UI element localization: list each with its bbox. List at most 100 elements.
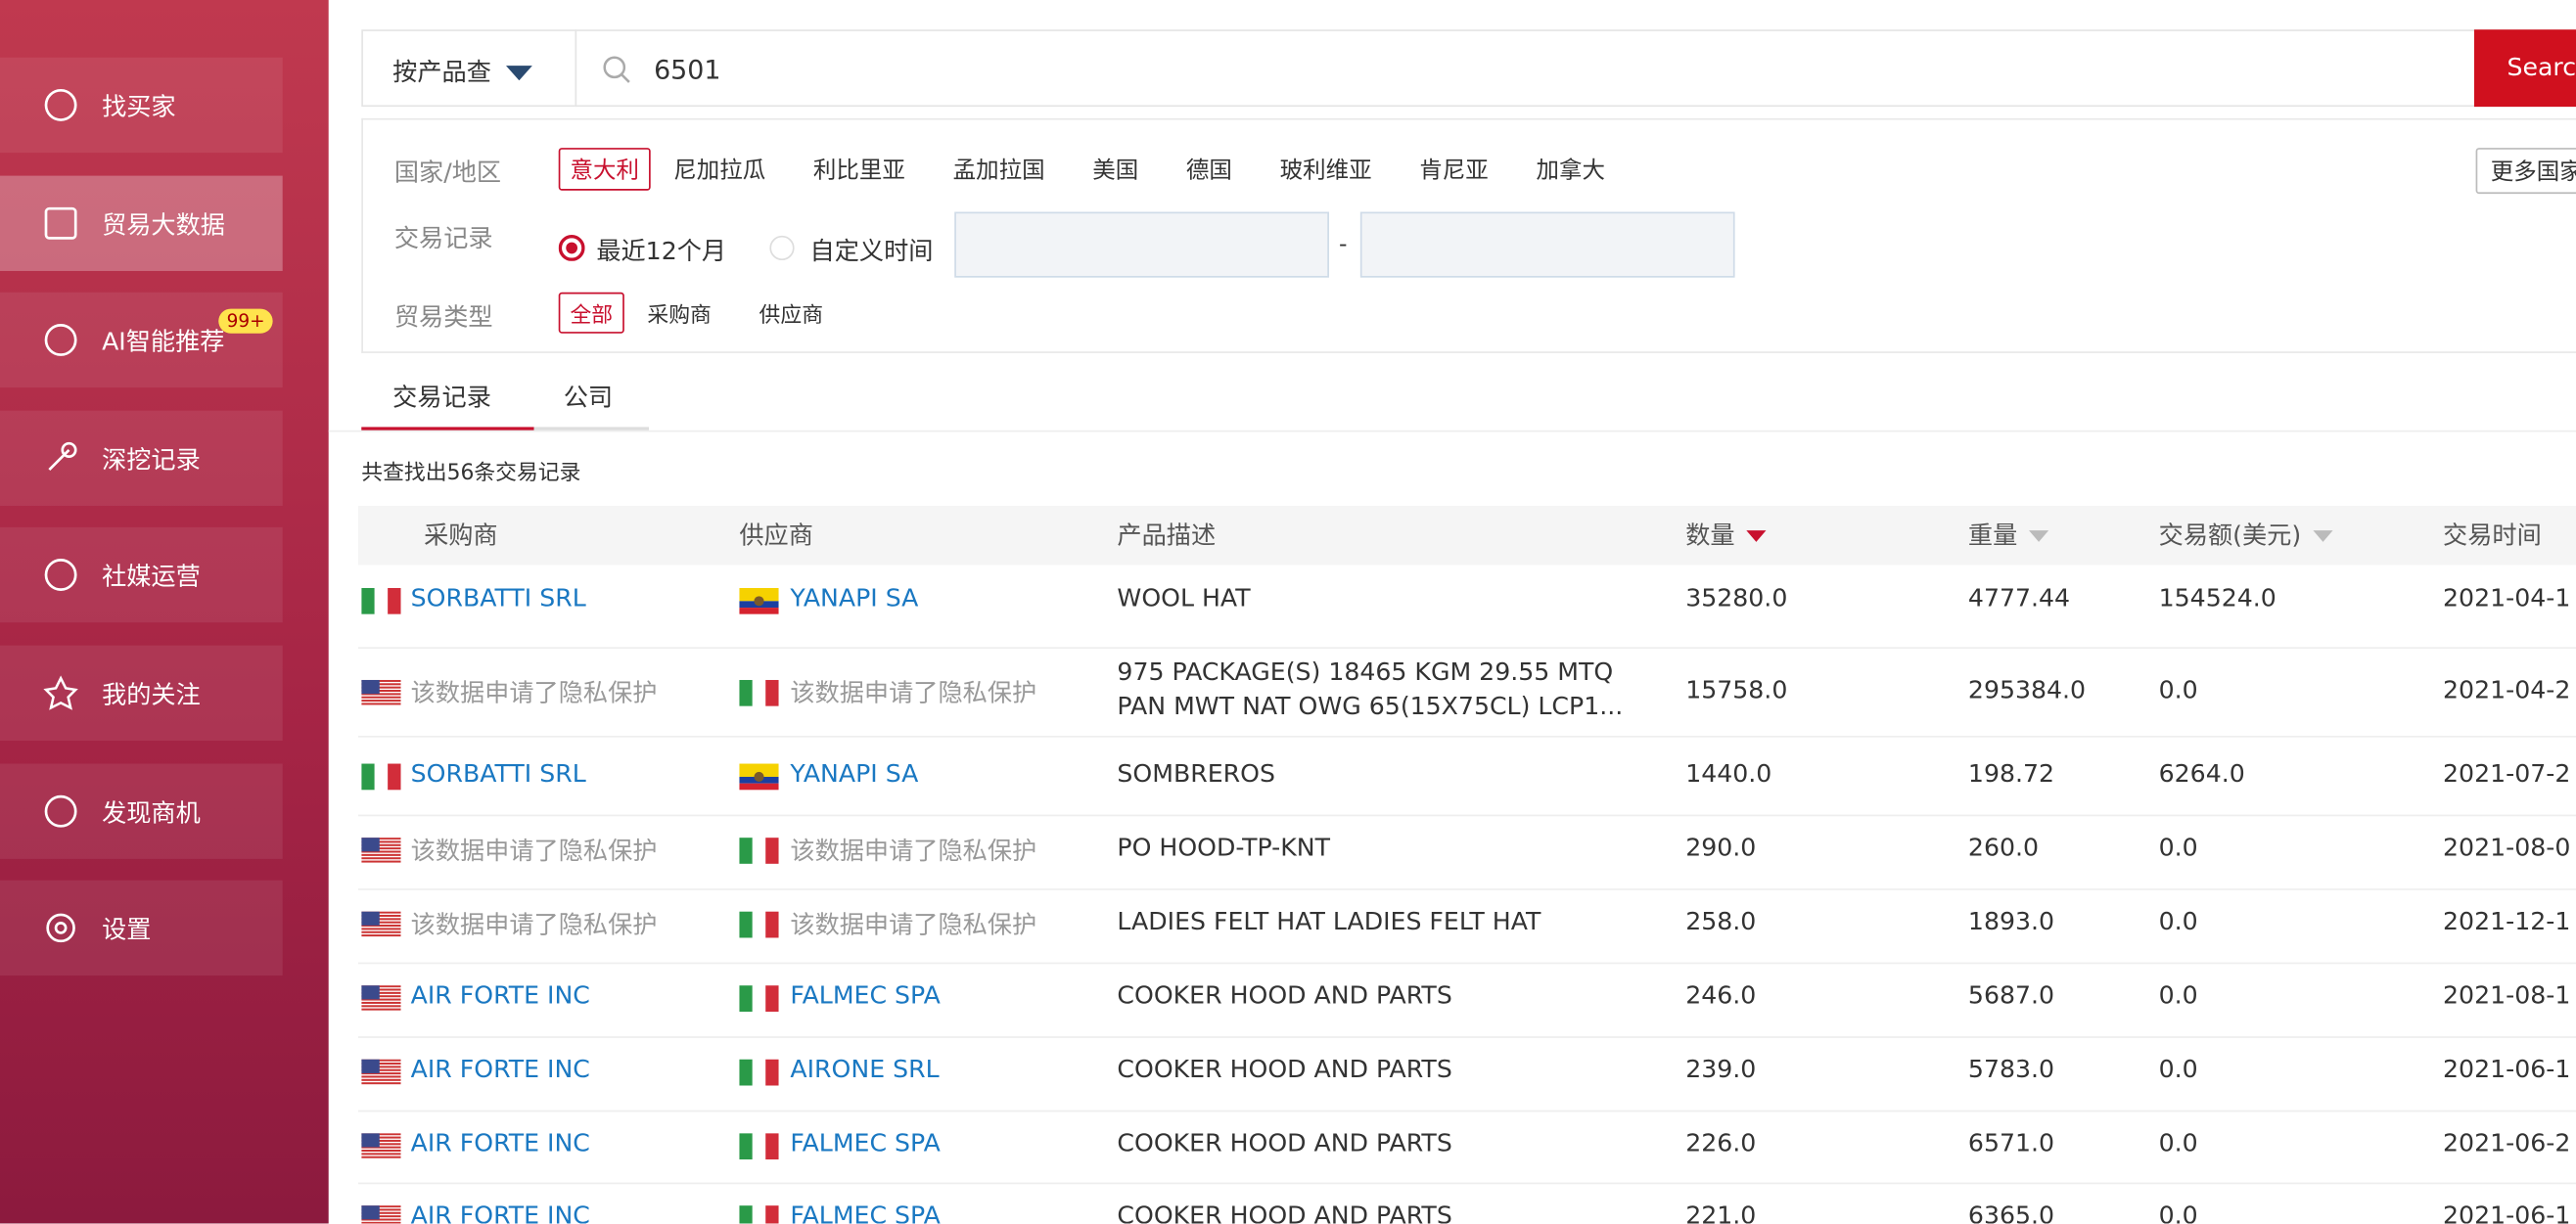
description-cell: WOOL HAT [1117, 582, 1251, 613]
supplier-cell[interactable]: FALMEC SPA [790, 1128, 941, 1158]
weight-cell: 198.72 [1967, 758, 2055, 789]
buyer-cell[interactable]: AIR FORTE INC [410, 1201, 590, 1224]
flag [739, 679, 779, 706]
sort-icon[interactable] [1745, 527, 1769, 544]
buyer-cell[interactable]: AIR FORTE INC [410, 980, 590, 1011]
supplier-cell[interactable]: AIRONE SRL [790, 1054, 940, 1084]
search-button[interactable]: Searc [2473, 29, 2576, 108]
date-cell: 2021-06-1 [2443, 1054, 2571, 1084]
quantity-cell: 226.0 [1685, 1128, 1757, 1158]
flag [739, 838, 779, 864]
divider [328, 430, 2576, 432]
nav-icon [44, 206, 77, 240]
buyer-cell: 该数据申请了隐私保护 [410, 678, 658, 708]
amount-cell: 6264.0 [2158, 758, 2245, 789]
badge: 99+ [218, 308, 274, 334]
description-cell: LADIES FELT HAT LADIES FELT HAT [1117, 906, 1541, 936]
more-button[interactable]: 更多国家 [2475, 148, 2576, 195]
quantity-cell: 15758.0 [1685, 674, 1788, 705]
mode-text: 按产品查 [392, 57, 491, 87]
nav-item[interactable]: 发现商机 [0, 762, 283, 859]
buyer-cell: 该数据申请了隐私保护 [410, 836, 658, 866]
row-divider [357, 735, 2576, 737]
country-option[interactable]: 肯尼亚 [1419, 158, 1489, 184]
nav-item[interactable]: 深挖记录 [0, 410, 283, 506]
quantity-cell: 239.0 [1685, 1054, 1757, 1084]
nav-label: 找买家 [102, 91, 176, 122]
date-cell: 2021-06-1 [2443, 1201, 2571, 1224]
nav-item[interactable]: 贸易大数据 [0, 174, 283, 271]
column-header: 产品描述 [1117, 521, 1217, 551]
amount-cell: 0.0 [2158, 906, 2198, 936]
buyer-cell[interactable]: SORBATTI SRL [410, 582, 586, 613]
country-option[interactable]: 德国 [1185, 158, 1232, 184]
date-cell: 2021-04-2 [2443, 674, 2571, 705]
nav-icon [44, 324, 77, 357]
nav-item[interactable]: 社媒运营 [0, 527, 283, 623]
nav-item[interactable]: AI智能推荐 [0, 293, 283, 388]
amount-cell: 0.0 [2158, 833, 2198, 863]
radio-off[interactable] [769, 235, 796, 261]
label: 国家/地区 [393, 158, 502, 188]
nav-item[interactable]: 找买家 [0, 57, 283, 154]
amount-cell: 0.0 [2158, 1054, 2198, 1084]
weight-cell: 295384.0 [1967, 674, 2087, 705]
search-input[interactable]: 6501 [654, 54, 721, 86]
country-option[interactable]: 意大利 [558, 148, 651, 191]
country-option[interactable]: 玻利维亚 [1279, 158, 1372, 184]
flag [739, 1059, 779, 1086]
amount-cell: 0.0 [2158, 980, 2198, 1011]
flag [739, 763, 779, 791]
nav-label: 深挖记录 [102, 444, 201, 475]
supplier-cell[interactable]: FALMEC SPA [790, 1201, 941, 1224]
nav-item[interactable]: 我的关注 [0, 645, 283, 742]
country-option[interactable]: 尼加拉瓜 [673, 158, 766, 184]
divider [575, 29, 577, 108]
table-header [357, 505, 2576, 566]
country-option[interactable]: 孟加拉国 [952, 158, 1045, 184]
description-cell: PO HOOD-TP-KNT [1117, 833, 1330, 863]
radio-on[interactable] [558, 235, 585, 261]
date-cell: 2021-07-2 [2443, 758, 2571, 789]
weight-cell: 4777.44 [1967, 582, 2071, 613]
type-option[interactable]: 供应商 [759, 303, 824, 329]
label: 交易记录 [393, 223, 493, 253]
country-option[interactable]: 加拿大 [1536, 158, 1605, 184]
nav-label: 贸易大数据 [102, 209, 225, 240]
country-list: 意大利 尼加拉瓜 利比里亚 孟加拉国 美国 德国 玻利维亚 肯尼亚 加拿大 [558, 148, 1653, 191]
tab-indicator [361, 427, 534, 431]
date-input[interactable] [1359, 211, 1735, 278]
column-header: 数量 [1685, 518, 1768, 552]
sidebar [0, 0, 329, 1224]
type-option[interactable]: 全部 [558, 292, 624, 334]
flag [361, 1205, 401, 1224]
supplier-cell[interactable]: FALMEC SPA [790, 980, 941, 1011]
nav-icon [46, 913, 75, 943]
date-input[interactable] [954, 211, 1329, 278]
weight-cell: 260.0 [1967, 833, 2040, 863]
buyer-cell[interactable]: SORBATTI SRL [410, 758, 586, 789]
row-divider [357, 647, 2576, 650]
tab[interactable]: 交易记录 [392, 383, 491, 413]
flag [361, 985, 401, 1012]
nav-item[interactable]: 设置 [0, 881, 283, 976]
tab[interactable]: 公司 [563, 383, 614, 413]
row-divider [357, 887, 2576, 889]
weight-cell: 5687.0 [1967, 980, 2055, 1011]
supplier-cell[interactable]: YANAPI SA [790, 582, 919, 613]
sort-icon[interactable] [2311, 527, 2334, 544]
column-header: 采购商 [424, 521, 498, 551]
type-option[interactable]: 采购商 [647, 303, 712, 329]
row-divider [357, 1182, 2576, 1185]
buyer-cell[interactable]: AIR FORTE INC [410, 1128, 590, 1158]
country-option[interactable]: 利比里亚 [812, 158, 905, 184]
supplier-cell[interactable]: YANAPI SA [790, 758, 919, 789]
amount-cell: 0.0 [2158, 1128, 2198, 1158]
quantity-cell: 35280.0 [1685, 582, 1788, 613]
column-header: 供应商 [739, 521, 813, 551]
country-option[interactable]: 美国 [1092, 158, 1139, 184]
quantity-cell: 1440.0 [1685, 758, 1772, 789]
search-mode[interactable]: 按产品查 [392, 54, 532, 88]
buyer-cell[interactable]: AIR FORTE INC [410, 1054, 590, 1084]
sort-icon[interactable] [2027, 527, 2050, 544]
